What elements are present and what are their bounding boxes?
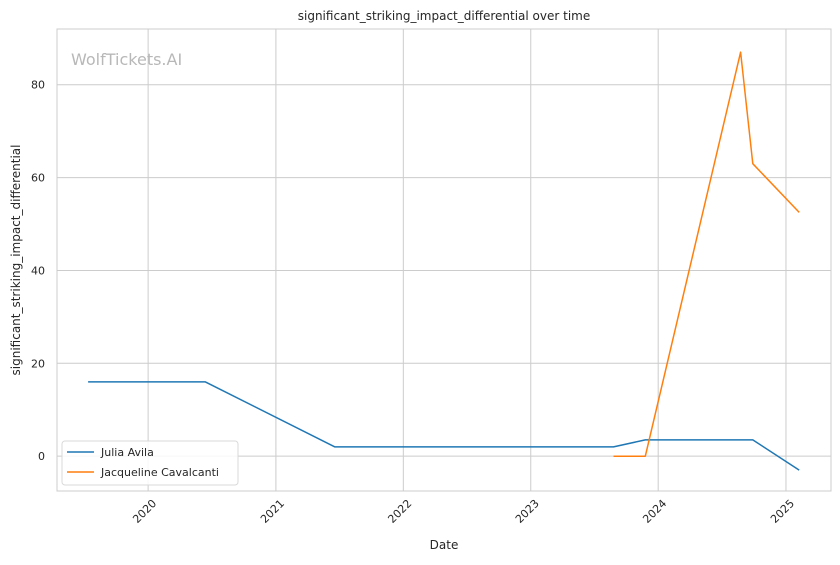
x-tick-label: 2022 [385,497,414,526]
watermark: WolfTickets.AI [71,50,182,69]
plot-area [56,28,832,492]
legend-box [61,440,239,486]
grid [57,29,831,491]
series-line-jacqueline-cavalcanti [613,51,800,457]
legend-label-julia-avila: Julia Avila [100,446,154,459]
y-tick-label: 80 [31,79,45,92]
y-tick-label: 40 [31,264,45,277]
y-tick-label: 20 [31,357,45,370]
x-tick-label: 2020 [130,497,159,526]
y-tick-label: 0 [38,450,45,463]
x-axis-label: Date [430,538,459,552]
series-line-julia-avila [88,381,800,471]
chart-title: significant_striking_impact_differential… [298,9,590,23]
y-axis-label: significant_striking_impact_differential [9,145,23,376]
x-tick-label: 2023 [513,497,542,526]
series-lines [88,51,800,471]
x-tick-label: 2021 [258,497,287,526]
y-tick-label: 60 [31,172,45,185]
legend-label-jacqueline-cavalcanti: Jacqueline Cavalcanti [100,466,219,479]
legend: Julia Avila Jacqueline Cavalcanti [61,440,239,486]
x-tick-label: 2025 [768,497,797,526]
x-tick-label: 2024 [640,497,669,526]
